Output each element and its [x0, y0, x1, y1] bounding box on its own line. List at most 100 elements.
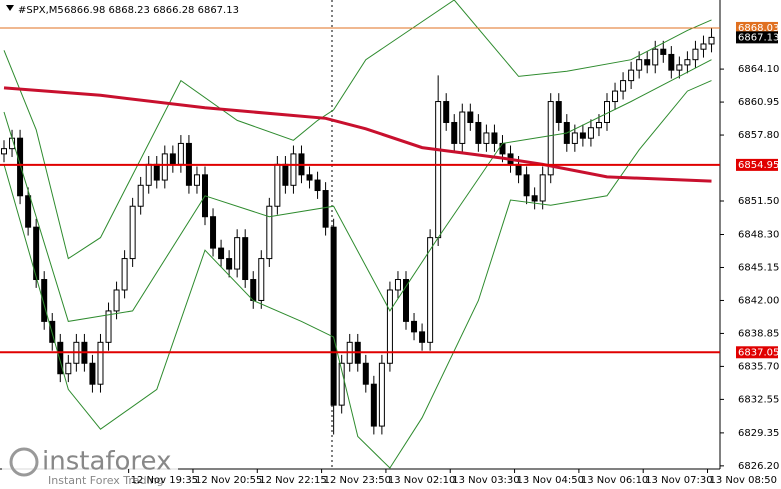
x-tick-label: 13 Nov 06:10 — [581, 475, 648, 486]
candle-body — [459, 111, 466, 144]
candle-body — [314, 179, 321, 192]
y-tick-label: 6829.35 — [738, 428, 779, 439]
header-ohlc: 6866.98 6868.23 6866.28 6867.13 — [64, 5, 239, 16]
candle-body — [105, 310, 112, 343]
candle-body — [475, 121, 482, 144]
candle-body — [266, 205, 273, 260]
candle-body — [499, 142, 506, 155]
y-tick-label: 6848.30 — [738, 230, 779, 241]
candle-body — [322, 190, 329, 228]
candle-body — [443, 101, 450, 123]
candle-body — [161, 153, 168, 181]
candle-body — [411, 320, 418, 333]
y-tick-label: 6838.85 — [738, 328, 779, 339]
candle-body — [628, 69, 635, 82]
candle-body — [668, 53, 675, 71]
overlay-line — [3, 59, 712, 322]
level-label-bg — [736, 21, 778, 34]
level-label-bg — [736, 158, 778, 171]
level-label: 6868.03 — [738, 23, 779, 34]
candle-body — [579, 132, 586, 139]
y-tick-label: 6857.80 — [738, 130, 779, 141]
candle-body — [547, 101, 554, 176]
candle-body — [676, 64, 683, 71]
candle-body — [41, 279, 48, 322]
overlay-line — [3, 0, 712, 260]
candle-body — [708, 36, 715, 45]
candle-body — [386, 289, 393, 364]
x-tick-label: 13 Nov 08:50 — [710, 475, 777, 486]
watermark-brand: instaforex — [42, 447, 171, 477]
level-label: 6837.05 — [738, 347, 779, 358]
x-tick-label: 12 Nov 19:35 — [131, 475, 198, 486]
candle-body — [121, 258, 128, 291]
y-tick-label: 6845.15 — [738, 262, 779, 273]
watermark-tagline: Instant Forex Trading — [48, 474, 164, 487]
candle-body — [250, 279, 257, 301]
overlay-line — [3, 86, 712, 183]
candle-body — [193, 174, 200, 186]
candle-body — [523, 174, 530, 197]
candle-body — [483, 132, 490, 144]
candle-body — [378, 362, 385, 427]
candle-body — [370, 383, 377, 427]
candle-body — [153, 163, 160, 181]
candle-body — [226, 258, 233, 270]
candle-body — [435, 101, 442, 239]
current-price-label: 6867.13 — [738, 32, 779, 43]
y-tick-label: 6835.70 — [738, 361, 779, 372]
candle-body — [113, 289, 120, 312]
x-tick-label: 13 Nov 07:30 — [645, 475, 712, 486]
candle-body — [612, 90, 619, 103]
candle-body — [587, 127, 594, 139]
candle-body — [636, 59, 643, 71]
candle-body — [652, 48, 659, 66]
candle-body — [33, 226, 40, 281]
y-tick-label: 6832.55 — [738, 394, 779, 405]
header-icon — [6, 5, 14, 11]
candle-body — [25, 195, 32, 228]
candle-body — [427, 237, 434, 343]
candle-body — [700, 43, 707, 50]
candle-body — [403, 279, 409, 322]
candle-body — [684, 59, 691, 66]
candle-body — [89, 362, 96, 385]
candle-body — [97, 341, 104, 385]
candle-body — [177, 142, 184, 165]
candle-body — [515, 163, 522, 176]
candle-body — [1, 148, 7, 155]
candle-body — [330, 226, 337, 406]
candle-body — [362, 362, 369, 385]
candle-body — [595, 121, 602, 129]
candle-body — [242, 237, 249, 281]
candle-body — [282, 163, 289, 186]
candle-body — [571, 132, 578, 144]
candle-body — [660, 48, 667, 55]
candle-body — [218, 247, 225, 260]
candle-body — [129, 205, 136, 260]
watermark-logo — [9, 447, 39, 477]
x-tick-label: 12 Nov 22:15 — [259, 475, 326, 486]
candle-body — [491, 132, 498, 144]
candle-body — [467, 111, 474, 123]
candle-body — [17, 137, 24, 197]
watermark: instaforex Instant Forex Trading — [2, 444, 178, 488]
candle-body — [338, 362, 345, 406]
candle-body — [145, 163, 152, 186]
x-tick-label: 13 Nov 02:10 — [388, 475, 455, 486]
level-label-bg — [736, 346, 778, 359]
candle-body — [419, 331, 426, 343]
candle-body — [210, 216, 217, 249]
y-tick-label: 6860.95 — [738, 97, 779, 108]
candle-body — [692, 48, 699, 61]
candle-body — [644, 59, 651, 66]
candle-body — [290, 153, 297, 186]
y-tick-label: 6842.00 — [738, 295, 779, 306]
y-tick-label: 6826.20 — [738, 461, 779, 472]
candle-body — [451, 121, 458, 144]
overlay-line — [3, 80, 712, 469]
candle-body — [234, 237, 241, 270]
current-price-bg — [736, 31, 778, 44]
